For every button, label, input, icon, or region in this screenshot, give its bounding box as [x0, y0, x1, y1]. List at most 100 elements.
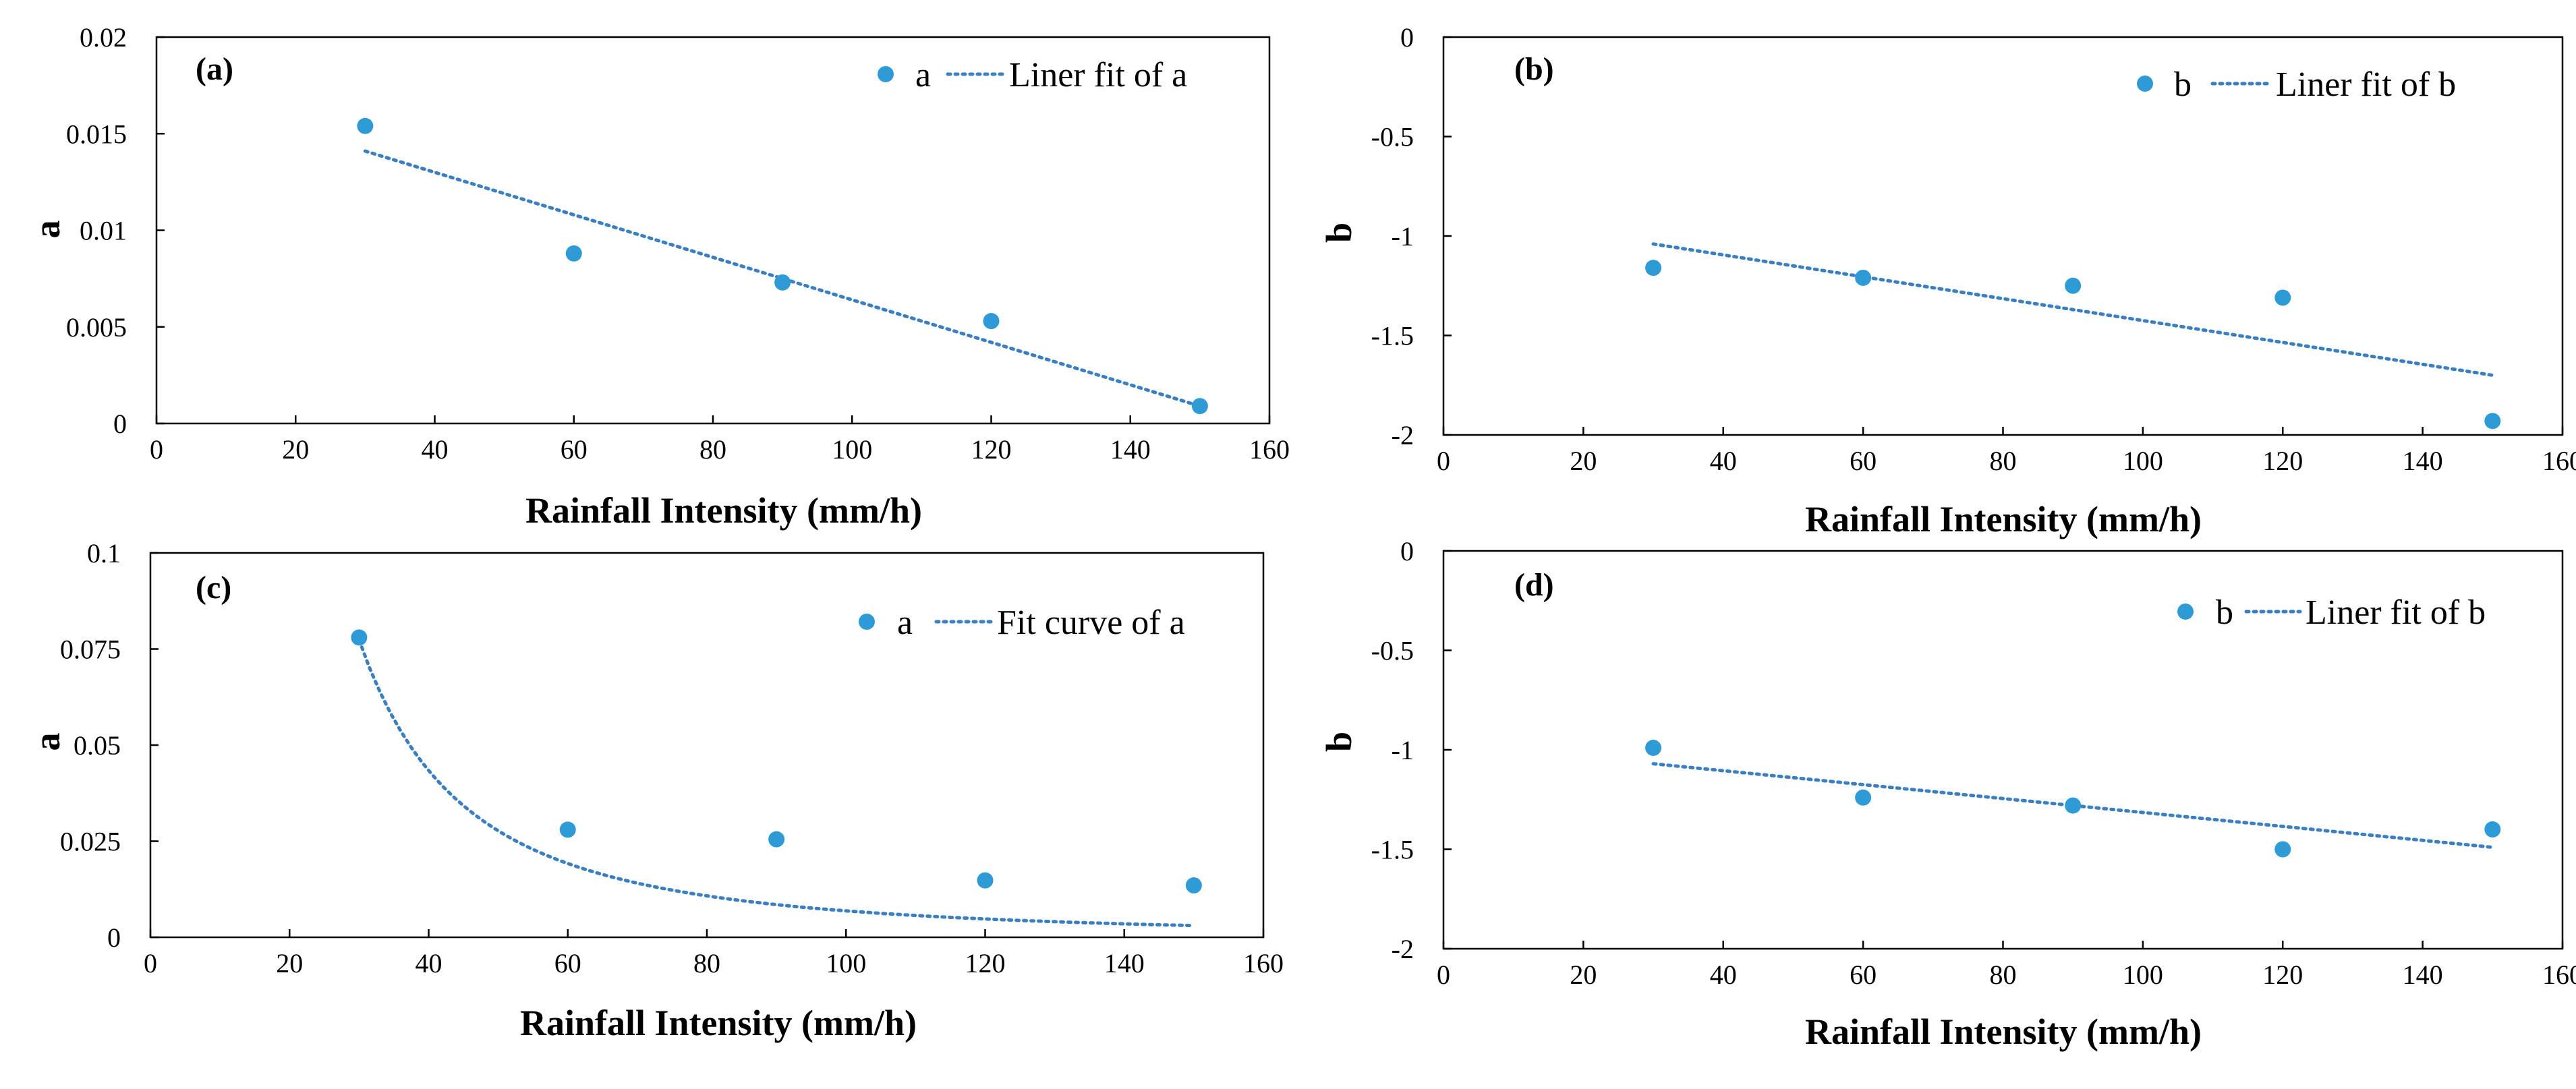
panel-d-x-tick-label: 40 [1710, 960, 1737, 990]
panel-b-y-tick-label: -0.5 [1371, 122, 1414, 152]
panel-a-label: (a) [196, 51, 233, 87]
panel-c-x-axis-label: Rainfall Intensity (mm/h) [520, 1003, 917, 1043]
panel-c-y-tick-label: 0.025 [60, 827, 121, 857]
panel-b-points [1645, 260, 2501, 430]
panel-a-y-tick-label: 0 [113, 409, 127, 439]
panel-b-y-ticks: -2 -1.5 -1 -0.5 0 [1371, 22, 1452, 450]
panel-b-x-tick-label: 0 [1437, 446, 1450, 476]
panel-c-x-tick-label: 140 [1104, 948, 1145, 978]
panel-c-y-ticks: 0 0.025 0.05 0.075 0.1 [60, 538, 159, 953]
panel-b-y-tick-label: -1 [1392, 221, 1414, 252]
panel-c-x-tick-label: 120 [965, 948, 1006, 978]
panel-b-x-tick-label: 60 [1850, 446, 1877, 476]
panel-a-x-tick-label: 80 [699, 434, 726, 465]
panel-b-y-tick-label: -2 [1392, 420, 1414, 450]
panel-c-x-tick-label: 20 [276, 948, 303, 978]
panel-c-data-point [977, 872, 994, 889]
panel-b-legend-point-icon [2137, 76, 2153, 92]
panel-d-data-point [1855, 789, 1872, 806]
panel-c-x-tick-label: 40 [416, 948, 442, 978]
panel-a-x-tick-label: 60 [561, 434, 588, 465]
panel-a-x-tick-label: 0 [150, 434, 163, 465]
panel-c-x-tick-label: 160 [1243, 948, 1284, 978]
panel-c: 0 20 40 60 80 100 120 140 160 0 0.025 0.05 0.075 0.1… [27, 538, 1284, 1043]
panel-d-data-point [2274, 841, 2291, 858]
panel-b-x-tick-label: 140 [2403, 446, 2443, 476]
panel-d-y-tick-label: -2 [1392, 934, 1414, 964]
panel-b-data-point [1855, 269, 1872, 286]
panel-d-x-tick-label: 20 [1570, 960, 1597, 990]
panel-c-y-tick-label: 0 [107, 922, 121, 953]
panel-c-x-tick-label: 80 [693, 948, 720, 978]
panel-b-x-tick-label: 100 [2123, 446, 2163, 476]
panel-a-y-axis-label: a [27, 220, 67, 239]
panel-c-y-tick-label: 0.1 [87, 538, 121, 568]
panel-d-y-tick-label: -0.5 [1371, 636, 1414, 666]
panel-c-data-point [768, 831, 785, 848]
panel-d-data-point [2065, 797, 2082, 814]
panel-d-x-tick-label: 120 [2262, 960, 2303, 990]
panel-a-x-axis-label: Rainfall Intensity (mm/h) [525, 490, 922, 531]
panel-c-points [351, 629, 1202, 894]
panel-b-data-point [2484, 413, 2501, 430]
panel-a-y-tick-label: 0.005 [66, 312, 127, 343]
panel-a-x-tick-label: 40 [422, 434, 449, 465]
panel-a-data-point [565, 245, 582, 262]
panel-b-x-tick-label: 80 [1990, 446, 2017, 476]
panel-c-x-ticks: 0 20 40 60 80 100 120 140 160 [144, 929, 1284, 978]
panel-b-x-tick-label: 40 [1710, 446, 1737, 476]
panel-d-x-axis-label: Rainfall Intensity (mm/h) [1805, 1011, 2202, 1052]
panel-c-x-tick-label: 0 [144, 948, 157, 978]
panel-a-legend-point-label: a [915, 56, 931, 94]
panel-b-x-tick-label: 160 [2542, 446, 2576, 476]
panel-a-y-tick-label: 0.01 [80, 216, 127, 246]
panel-c-data-point [351, 629, 368, 646]
panel-d-x-tick-label: 0 [1437, 960, 1450, 990]
panel-d-legend-fit-label: Liner fit of b [2306, 593, 2486, 632]
panel-d-y-tick-label: 0 [1400, 536, 1414, 566]
panel-b-label: (b) [1514, 51, 1554, 87]
panel-a-x-tick-label: 20 [282, 434, 309, 465]
panel-d-x-ticks: 0 20 40 60 80 100 120 140 160 [1437, 941, 2576, 990]
panel-b-x-axis-label: Rainfall Intensity (mm/h) [1805, 499, 2202, 539]
panel-a-x-ticks: 0 20 40 60 80 100 120 140 160 [150, 415, 1290, 465]
panel-c-legend-point-label: a [897, 604, 913, 642]
panel-d-x-tick-label: 80 [1990, 960, 2017, 990]
panel-c-x-tick-label: 100 [826, 948, 866, 978]
panel-c-y-tick-label: 0.05 [74, 730, 121, 761]
panel-d-legend-point-label: b [2216, 593, 2233, 632]
panel-a-frame [155, 36, 1271, 425]
panel-d-y-ticks: -2 -1.5 -1 -0.5 0 [1371, 536, 1452, 964]
panel-d-x-tick-label: 140 [2403, 960, 2443, 990]
panel-d-data-point [2484, 821, 2501, 837]
panel-c-data-point [1185, 877, 1202, 894]
panel-a-points [357, 117, 1208, 415]
panel-b-x-ticks: 0 20 40 60 80 100 120 140 160 [1437, 427, 2576, 476]
panel-a-x-tick-label: 100 [832, 434, 872, 465]
panel-d-x-tick-label: 100 [2123, 960, 2163, 990]
panel-b-y-tick-label: 0 [1400, 22, 1414, 53]
panel-b-data-point [2274, 289, 2291, 306]
panel-d-y-tick-label: -1.5 [1371, 835, 1414, 865]
panel-a-y-tick-label: 0.015 [66, 119, 127, 149]
panel-b-data-point [1645, 260, 1662, 276]
panel-c-legend-fit-label: Fit curve of a [997, 604, 1185, 642]
panel-b-y-axis-label: b [1319, 223, 1359, 243]
panel-d-x-tick-label: 60 [1850, 960, 1877, 990]
panel-c-y-tick-label: 0.075 [60, 635, 121, 665]
panel-a-data-point [1191, 398, 1208, 415]
panel-c-data-point [559, 821, 576, 838]
panel-a: 0 20 40 60 80 100 120 140 160 0 0.005 0.01 0.015 0.0… [27, 22, 1290, 531]
panel-a-y-tick-label: 0.02 [80, 22, 127, 53]
panel-a-y-ticks: 0 0.005 0.01 0.015 0.02 [66, 22, 165, 439]
panel-d: 0 20 40 60 80 100 120 140 160 -2-1.5-1-0.50 (d) … [1319, 536, 2576, 1052]
panel-b-x-tick-label: 120 [2262, 446, 2303, 476]
panel-a-x-tick-label: 120 [971, 434, 1012, 465]
panel-d-legend-point-icon [2177, 604, 2194, 620]
panel-a-legend-fit-label: Liner fit of a [1009, 56, 1187, 94]
panel-c-label: (c) [196, 570, 231, 606]
panel-b-legend-fit-label: Liner fit of b [2276, 65, 2456, 104]
panel-c-legend-point-icon [859, 614, 875, 630]
panel-c-fit-curve [357, 638, 1196, 928]
